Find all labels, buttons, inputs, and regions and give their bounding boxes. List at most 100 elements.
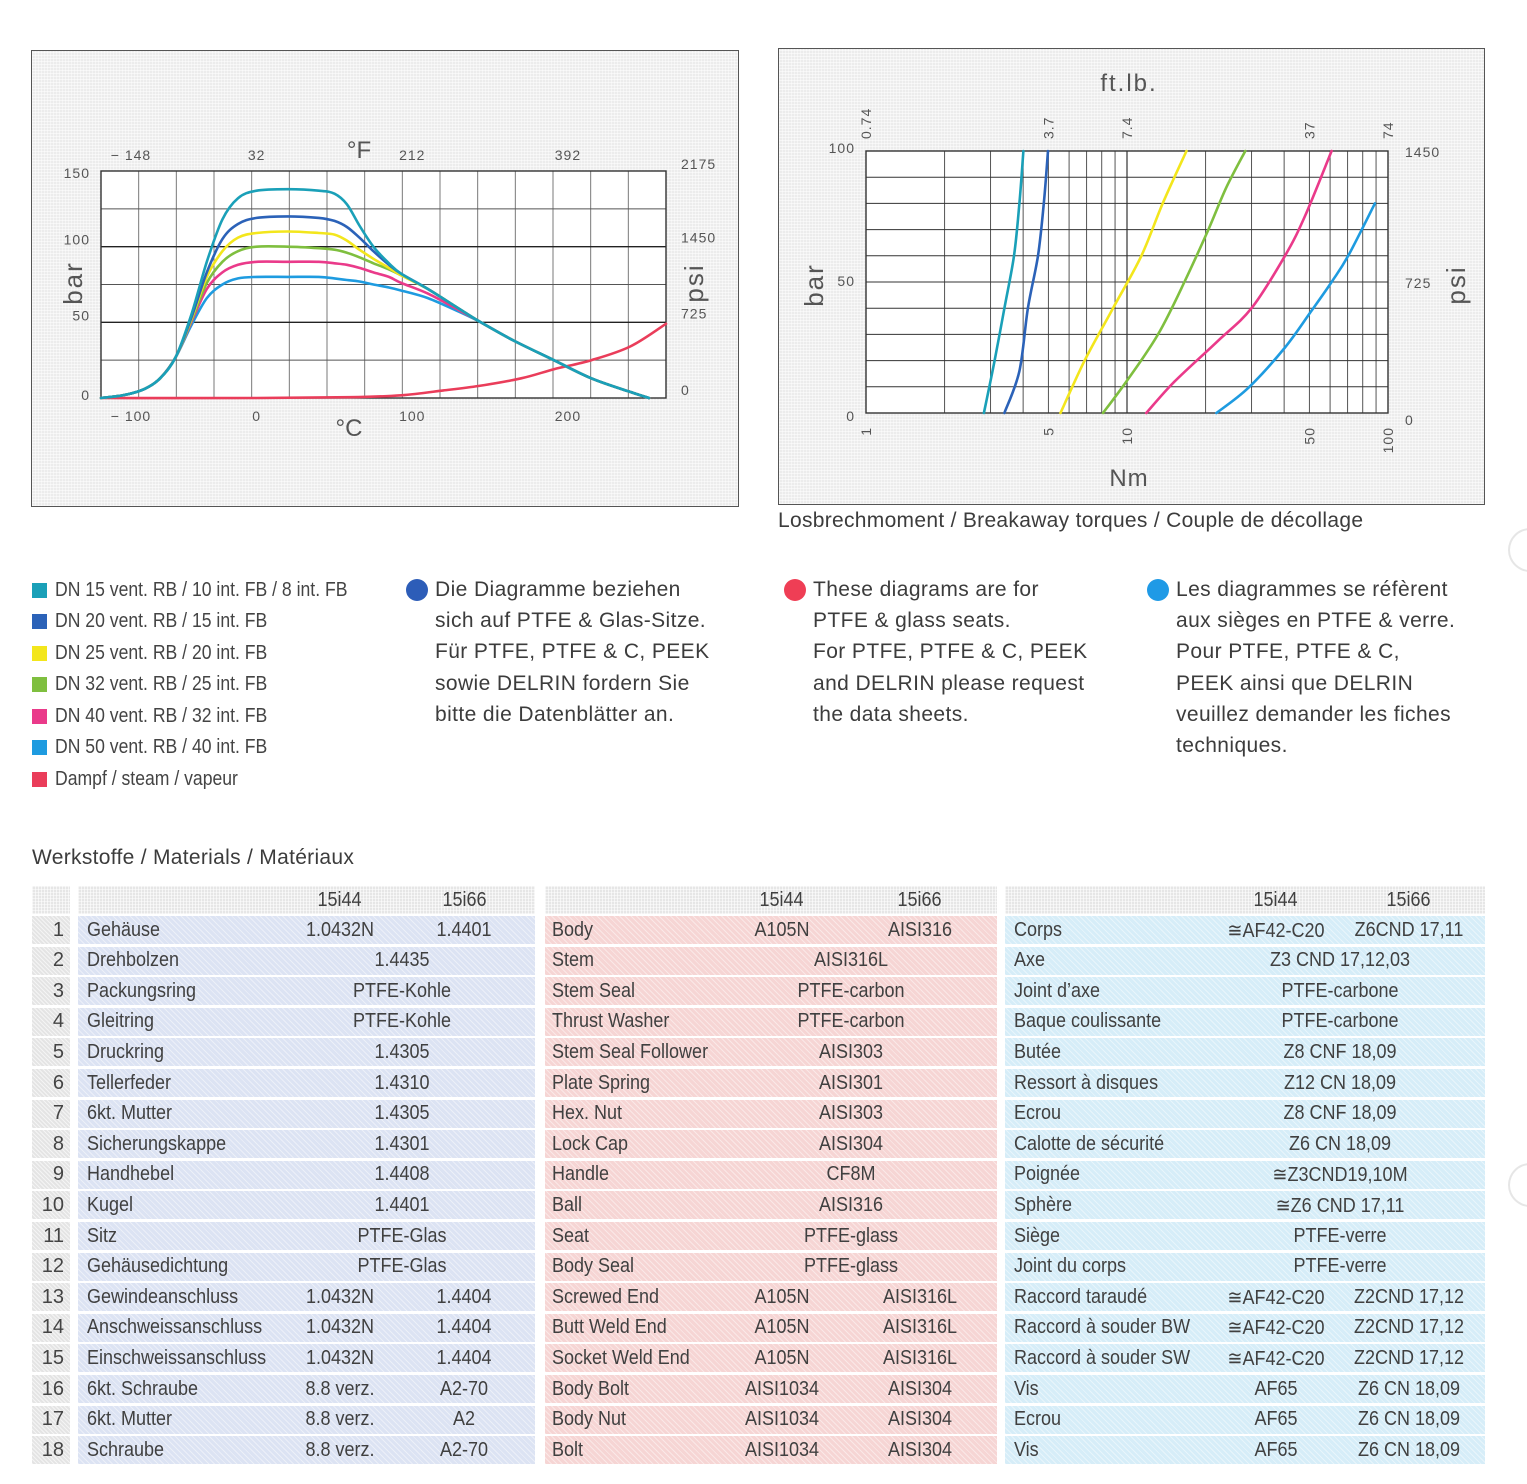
material-french-15i66: Z6 CN 18,09 [1357,1408,1461,1431]
material-french-both: ≅Z3CND19,10M [1272,1164,1408,1187]
note-line: sich auf PTFE & Glas-Sitze. [435,609,707,633]
row-number: 14 [32,1313,70,1342]
part-name-french: Ecrou [1014,1408,1062,1431]
note-line: Die Diagramme beziehen [435,578,681,601]
material-german-both: 1.4435 [374,949,430,972]
y-tick-label: 100 [64,232,90,248]
y2-tick-label: 0 [681,382,690,398]
note-line: sowie DELRIN fordern Sie [435,671,690,695]
material-french-15i66: Z2CND 17,12 [1353,1316,1465,1339]
x2-tick-label: 212 [399,147,425,163]
x2-tick-label: 0.74 [858,108,874,139]
row-number: 4 [32,1007,70,1036]
material-french-both: PTFE-carbone [1281,1010,1399,1033]
part-name-english: Seat [552,1224,590,1247]
part-name-french: Siège [1014,1224,1061,1247]
material-french-15i44: ≅AF42-C20 [1227,919,1325,942]
legend-label: Dampf / steam / vapeur [55,767,238,790]
table-row: Schraube Bolt Vis 8.8 verz. A2-70 AISI1034 AIS… [0,1436,1527,1464]
part-name-english: Stem [552,949,595,972]
row-number: 6 [32,1069,70,1097]
material-english-15i66: AISI316L [882,1346,958,1369]
row-band-german [78,1130,535,1159]
material-english-15i44: AISI1034 [744,1408,820,1431]
part-name-french: Joint du corps [1014,1255,1127,1278]
note-line: aux sièges en PTFE & verre. [1176,609,1456,633]
legend-label: DN 40 vent. RB / 32 int. FB [55,704,268,727]
row-band-german [78,916,535,944]
legend-item: DN 25 vent. RB / 20 int. FB [32,641,296,665]
y-axis-label: bar [799,263,829,307]
note-bullet-icon [406,579,428,601]
legend-item: DN 20 vent. RB / 15 int. FB [32,610,296,634]
y-tick-label: 100 [829,140,855,156]
row-band-german [78,1160,535,1189]
part-name-english: Socket Weld End [552,1346,690,1369]
row-number: 13 [32,1283,70,1312]
x2-tick-label: 3.7 [1040,117,1056,139]
legend-label: DN 32 vent. RB / 25 int. FB [55,673,268,695]
row-band-french [1005,1313,1485,1342]
row-band-english [545,1222,997,1250]
note-line: These diagrams are for [813,578,1039,601]
material-german-both: PTFE-Kohle [352,1010,452,1033]
material-english-15i66: AISI304 [887,1408,953,1431]
row-band-german [78,1222,535,1250]
note-german: Die Diagramme beziehen sich auf PTFE & G… [406,574,709,730]
table-header-row: 15i44 15i66 15i44 15i66 15i44 15i66 [0,886,1527,914]
material-french-15i66: Z6 CN 18,09 [1357,1438,1461,1461]
row-number: 18 [32,1436,70,1465]
row-band-english [545,1160,997,1189]
table-header-number [32,886,70,914]
row-band-french [1005,1436,1485,1465]
material-french-15i44: ≅AF42-C20 [1227,1347,1325,1370]
material-french-both: Z3 CND 17,12,03 [1269,949,1411,972]
note-french: Les diagrammes se réfèrent aux sièges en… [1147,574,1456,761]
row-band-german [78,977,535,1006]
material-french-both: Z6 CN 18,09 [1288,1132,1392,1155]
material-english-both: AISI316 [818,1193,884,1216]
table-row: Sitz Seat Siège PTFE-Glas PTFE-glass PTFE-ver… [0,1222,1527,1250]
y2-tick-label: 0 [1405,412,1414,428]
material-german-15i66: 1.4404 [436,1316,492,1339]
row-band-german [78,1191,535,1220]
note-line: bitte die Datenblätter an. [435,702,675,726]
row-band-german [78,1069,535,1097]
row-band-french [1005,946,1485,975]
legend-swatch-icon [32,740,47,755]
x-axis-label: Nm [1109,465,1148,492]
table-header-english [545,886,997,914]
x-tick-label: 200 [555,408,581,424]
row-number: 16 [32,1375,70,1403]
row-number: 10 [32,1191,70,1220]
binder-hole [1508,528,1527,572]
y-tick-label: 0 [846,408,855,424]
column-header-15i44: 15i44 [317,888,362,911]
material-french-15i44: AF65 [1254,1438,1298,1461]
row-band-english [545,1252,997,1281]
row-number: 17 [32,1405,70,1434]
part-name-english: Hex. Nut [552,1102,623,1125]
material-german-both: 1.4401 [374,1193,430,1216]
material-french-15i66: Z6CND 17,11 [1354,918,1464,941]
row-band-french [1005,1007,1485,1036]
row-band-french [1005,1283,1485,1312]
row-band-english [545,977,997,1006]
material-english-15i44: A105N [754,1316,810,1339]
part-name-french: Sphère [1014,1193,1073,1216]
part-name-german: Druckring [87,1040,165,1063]
material-german-both: 1.4310 [374,1071,430,1094]
part-name-german: Sitz [87,1224,118,1247]
row-number: 2 [32,946,70,975]
material-english-both: CF8M [826,1163,876,1186]
part-name-german: Gewindeanschluss [87,1285,239,1308]
part-name-english: Lock Cap [552,1132,629,1155]
y2-tick-label: 1450 [1405,144,1440,160]
material-french-both: Z12 CN 18,09 [1283,1071,1397,1094]
part-name-german: 6kt. Mutter [87,1102,173,1125]
part-name-french: Corps [1014,918,1063,941]
row-number: 8 [32,1130,70,1159]
legend-swatch-icon [32,677,47,692]
series-line-dn50 [1215,202,1377,415]
row-number: 12 [32,1252,70,1281]
